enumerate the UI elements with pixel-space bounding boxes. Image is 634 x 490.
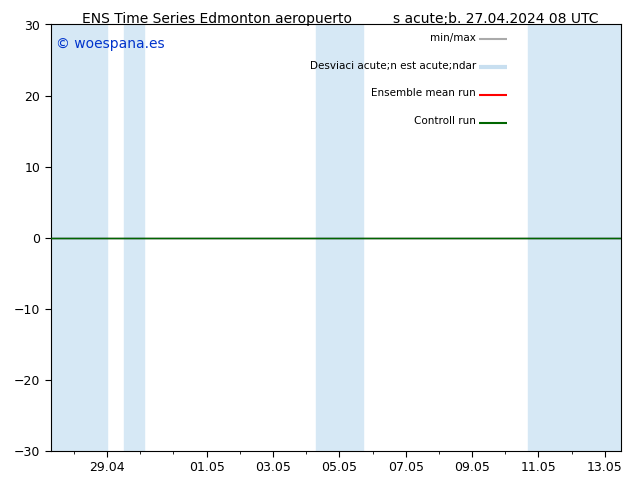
Bar bbox=[528, 24, 621, 451]
Text: © woespana.es: © woespana.es bbox=[56, 37, 165, 51]
Text: min/max: min/max bbox=[430, 33, 476, 43]
Text: s acute;b. 27.04.2024 08 UTC: s acute;b. 27.04.2024 08 UTC bbox=[393, 12, 598, 26]
Text: ENS Time Series Edmonton aeropuerto: ENS Time Series Edmonton aeropuerto bbox=[82, 12, 353, 26]
Text: Desviaci acute;n est acute;ndar: Desviaci acute;n est acute;ndar bbox=[309, 61, 476, 71]
Bar bbox=[316, 24, 363, 451]
Bar bbox=[51, 24, 107, 451]
Bar bbox=[124, 24, 144, 451]
Text: Ensemble mean run: Ensemble mean run bbox=[371, 88, 476, 98]
Text: Controll run: Controll run bbox=[414, 116, 476, 126]
